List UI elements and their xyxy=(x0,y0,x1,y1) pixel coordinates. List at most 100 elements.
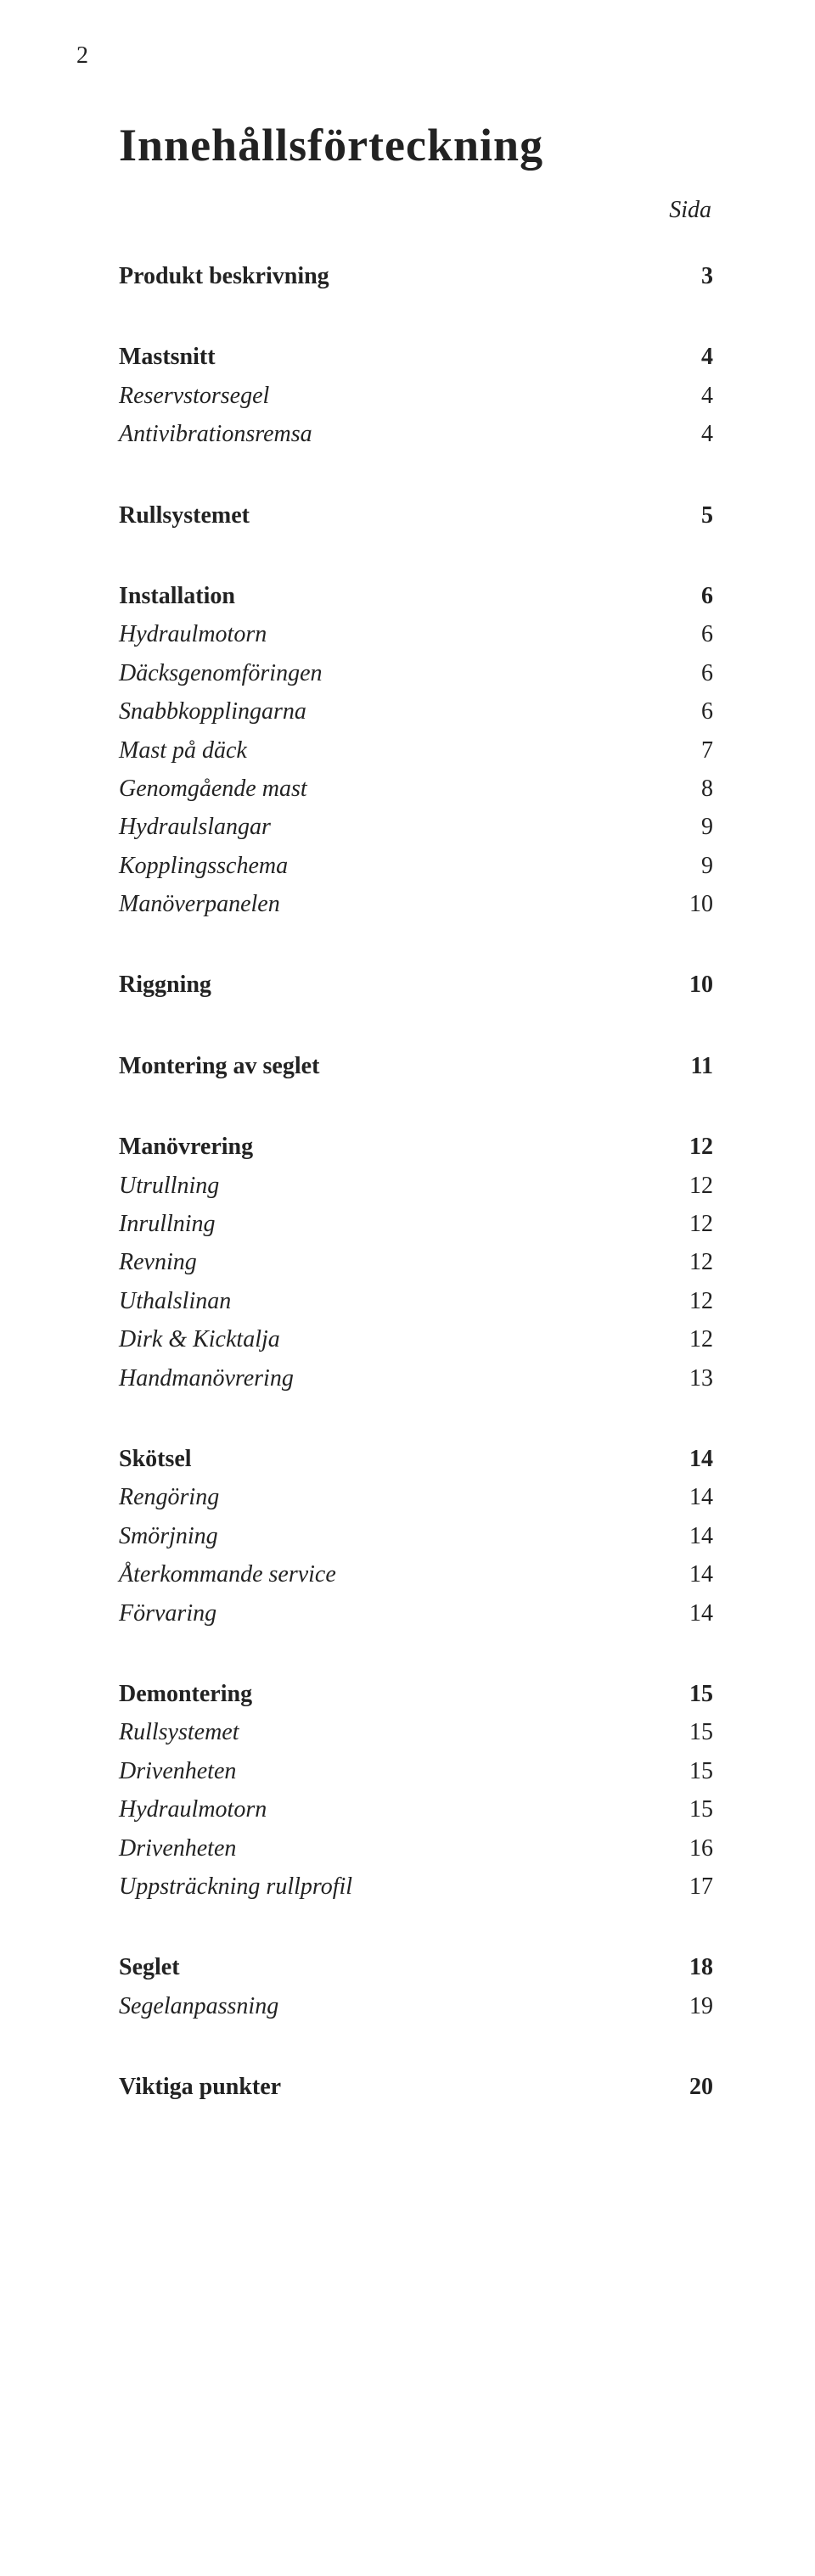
toc-label: Utrullning xyxy=(119,1168,219,1204)
toc-page-number: 12 xyxy=(672,1128,713,1165)
toc-row: Riggning10 xyxy=(119,966,713,1003)
toc-page-number: 12 xyxy=(672,1168,713,1204)
toc-label: Seglet xyxy=(119,1949,180,1985)
toc-label: Däcksgenomföringen xyxy=(119,655,323,692)
toc-page-number: 7 xyxy=(672,732,713,769)
toc-group: Demontering15Rullsystemet15Drivenheten15… xyxy=(119,1676,713,1905)
toc-group: Rullsystemet 5 xyxy=(119,497,713,534)
toc-page-number: 8 xyxy=(672,770,713,807)
toc-row: Genomgående mast 8 xyxy=(119,770,713,807)
toc-page-number: 15 xyxy=(672,1676,713,1712)
toc-label: Skötsel xyxy=(119,1441,192,1477)
toc-group: Riggning10 xyxy=(119,966,713,1003)
toc-label: Riggning xyxy=(119,966,211,1003)
toc-label: Dirk & Kicktalja xyxy=(119,1321,280,1358)
toc-row: Skötsel 14 xyxy=(119,1441,713,1477)
toc-label: Kopplingsschema xyxy=(119,848,288,884)
toc-label: Demontering xyxy=(119,1676,252,1712)
toc-page-number: 13 xyxy=(672,1360,713,1397)
toc-label: Antivibrationsremsa xyxy=(119,416,312,452)
toc-row: Handmanövrering 13 xyxy=(119,1360,713,1397)
document-page: 2 Innehållsförteckning Sida Produkt besk… xyxy=(0,0,815,2576)
toc-row: Återkommande service14 xyxy=(119,1556,713,1593)
toc-row: Dirk & Kicktalja 12 xyxy=(119,1321,713,1358)
toc-label: Rullsystemet xyxy=(119,497,250,534)
toc-label: Rullsystemet xyxy=(119,1714,239,1750)
toc-group: Seglet 18 Segelanpassning 19 xyxy=(119,1949,713,2024)
toc-label: Drivenheten xyxy=(119,1830,236,1867)
toc-page-number: 14 xyxy=(672,1518,713,1554)
toc-row: Reservstorsegel 4 xyxy=(119,378,713,414)
toc-label: Installation xyxy=(119,578,235,614)
toc-row: Rullsystemet 5 xyxy=(119,497,713,534)
toc-page-number: 3 xyxy=(672,258,713,294)
toc-group: Installation 6 Hydraulmotorn 6 Däcksgenomför… xyxy=(119,578,713,923)
toc-row: Antivibrationsremsa 4 xyxy=(119,416,713,452)
toc-group: Viktiga punkter 20 xyxy=(119,2069,713,2105)
toc-page-number: 12 xyxy=(672,1206,713,1242)
toc-label: Viktiga punkter xyxy=(119,2069,281,2105)
toc-label: Uthalslinan xyxy=(119,1283,231,1319)
toc-page-number: 16 xyxy=(672,1830,713,1867)
toc-page-number: 10 xyxy=(672,886,713,922)
toc-label: Inrullning xyxy=(119,1206,216,1242)
toc-row: Drivenheten 16 xyxy=(119,1830,713,1867)
toc-row: Viktiga punkter 20 xyxy=(119,2069,713,2105)
page-number: 2 xyxy=(76,42,88,70)
toc-page-number: 6 xyxy=(672,693,713,730)
toc-label: Rengöring xyxy=(119,1479,219,1515)
toc-label: Smörjning xyxy=(119,1518,218,1554)
toc-row: Inrullning 12 xyxy=(119,1206,713,1242)
toc-row: Mast på däck7 xyxy=(119,732,713,769)
toc-label: Segelanpassning xyxy=(119,1988,278,2024)
toc-group: Skötsel14Rengöring14Smörjning14Återkomma… xyxy=(119,1441,713,1632)
toc-page-number: 5 xyxy=(672,497,713,534)
toc-page-number: 15 xyxy=(672,1753,713,1789)
toc-page-number: 12 xyxy=(672,1283,713,1319)
toc-page-number: 6 xyxy=(672,578,713,614)
toc-row: Utrullning 12 xyxy=(119,1168,713,1204)
toc-page-number: 4 xyxy=(672,378,713,414)
toc-row: Manövrering12 xyxy=(119,1128,713,1165)
toc-page-number: 19 xyxy=(672,1988,713,2024)
toc-row: Manöverpanelen 10 xyxy=(119,886,713,922)
toc-group: Montering av seglet11 xyxy=(119,1048,713,1084)
toc-label: Drivenheten xyxy=(119,1753,236,1789)
toc-label: Reservstorsegel xyxy=(119,378,269,414)
toc-row: Hydraulslangar9 xyxy=(119,809,713,845)
toc-row: Seglet 18 xyxy=(119,1949,713,1985)
toc-row: Snabbkopplingarna6 xyxy=(119,693,713,730)
toc-page-number: 9 xyxy=(672,809,713,845)
toc-label: Montering av seglet xyxy=(119,1048,319,1084)
toc-label: Förvaring xyxy=(119,1595,216,1632)
toc-page-number: 4 xyxy=(672,416,713,452)
table-of-contents: Produkt beskrivning 3 Mastsnitt4Reservstor… xyxy=(119,258,713,2105)
toc-row: Hydraulmotorn 6 xyxy=(119,616,713,652)
toc-page-number: 14 xyxy=(672,1556,713,1593)
toc-group: Produkt beskrivning 3 xyxy=(119,258,713,294)
toc-page-number: 6 xyxy=(672,616,713,652)
toc-page-number: 9 xyxy=(672,848,713,884)
toc-label: Produkt beskrivning xyxy=(119,258,329,294)
toc-row: Hydraulmotorn15 xyxy=(119,1791,713,1828)
toc-page-number: 18 xyxy=(672,1949,713,1985)
document-title: Innehållsförteckning xyxy=(119,119,713,171)
toc-page-number: 12 xyxy=(672,1321,713,1358)
toc-row: Rullsystemet15 xyxy=(119,1714,713,1750)
toc-page-number: 14 xyxy=(672,1441,713,1477)
toc-row: Mastsnitt4 xyxy=(119,339,713,375)
toc-label: Genomgående mast xyxy=(119,770,307,807)
toc-page-number: 20 xyxy=(672,2069,713,2105)
toc-row: Drivenheten 15 xyxy=(119,1753,713,1789)
toc-label: Manöverpanelen xyxy=(119,886,280,922)
toc-label: Handmanövrering xyxy=(119,1360,294,1397)
toc-label: Hydraulmotorn xyxy=(119,616,267,652)
toc-row: Uthalslinan 12 xyxy=(119,1283,713,1319)
toc-row: Rengöring 14 xyxy=(119,1479,713,1515)
toc-label: Hydraulmotorn xyxy=(119,1791,267,1828)
toc-page-number: 4 xyxy=(672,339,713,375)
toc-page-number: 14 xyxy=(672,1479,713,1515)
toc-group: Mastsnitt4Reservstorsegel4Antivibrations… xyxy=(119,339,713,452)
toc-row: Installation 6 xyxy=(119,578,713,614)
toc-row: Segelanpassning 19 xyxy=(119,1988,713,2024)
